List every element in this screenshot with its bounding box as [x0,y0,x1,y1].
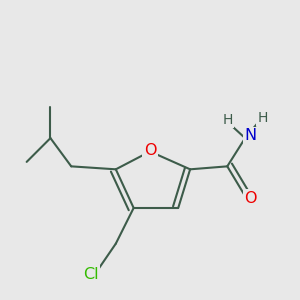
Text: H: H [257,111,268,125]
Text: H: H [223,113,233,127]
Text: N: N [244,128,256,143]
Text: Cl: Cl [83,267,98,282]
Text: O: O [244,191,257,206]
Text: O: O [144,142,156,158]
